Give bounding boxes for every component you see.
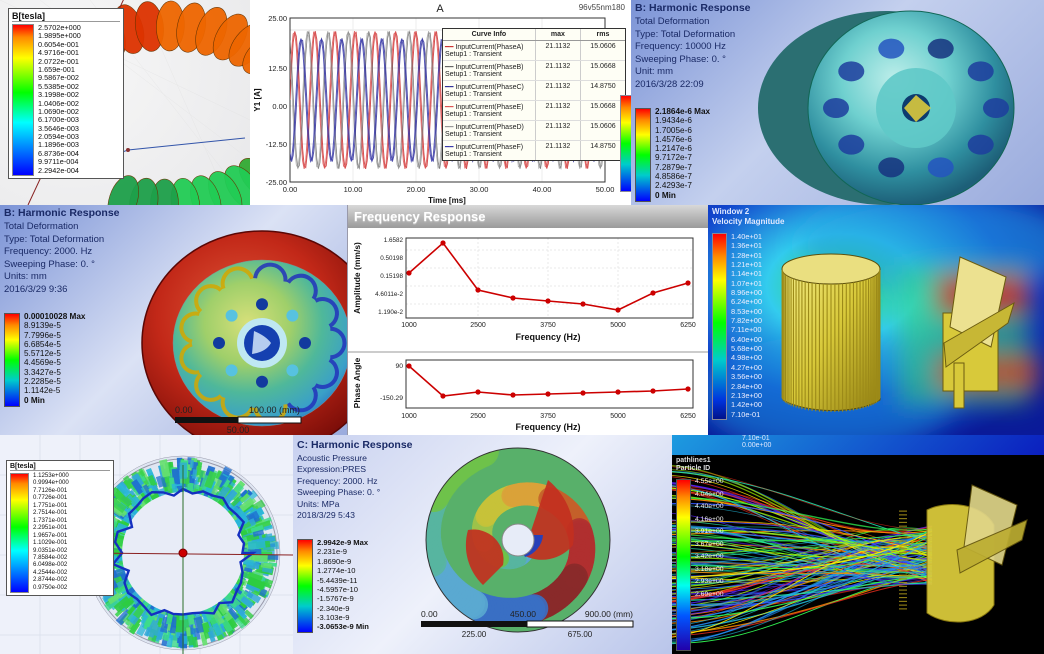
svg-text:1.190e-2: 1.190e-2	[378, 309, 403, 316]
svg-text:Frequency (Hz): Frequency (Hz)	[515, 422, 580, 432]
svg-text:1000: 1000	[401, 413, 417, 420]
svg-text:0.00: 0.00	[283, 185, 298, 194]
svg-text:0.00: 0.00	[272, 102, 287, 111]
svg-text:A: A	[436, 3, 444, 15]
svg-text:0.00: 0.00	[175, 405, 193, 415]
svg-text:30.00: 30.00	[470, 185, 489, 194]
svg-text:2500: 2500	[470, 413, 486, 420]
svg-text:6250: 6250	[680, 322, 696, 329]
svg-text:-150.29: -150.29	[380, 395, 403, 402]
svg-text:10.00: 10.00	[344, 185, 363, 194]
svg-text:Amplitude (mm/s): Amplitude (mm/s)	[352, 242, 362, 314]
svg-text:2500: 2500	[470, 322, 486, 329]
svg-text:675.00: 675.00	[568, 630, 593, 639]
svg-text:1.6582: 1.6582	[384, 237, 404, 244]
svg-text:-12.50: -12.50	[266, 140, 287, 149]
svg-text:40.00: 40.00	[533, 185, 552, 194]
svg-text:0.50198: 0.50198	[380, 255, 403, 262]
svg-text:100.00 (mm): 100.00 (mm)	[249, 405, 300, 415]
svg-text:50.00: 50.00	[227, 425, 250, 435]
svg-text:96v55nm180: 96v55nm180	[579, 3, 626, 12]
svg-text:4.6011e-2: 4.6011e-2	[375, 291, 403, 298]
svg-text:50.00: 50.00	[596, 185, 615, 194]
svg-text:225.00: 225.00	[462, 630, 487, 639]
svg-text:1000: 1000	[401, 322, 417, 329]
svg-text:Phase Angle: Phase Angle	[352, 357, 362, 408]
svg-text:12.50: 12.50	[268, 64, 287, 73]
svg-text:0.00: 0.00	[421, 609, 438, 619]
svg-text:Time [ms]: Time [ms]	[428, 196, 466, 205]
svg-text:450.00: 450.00	[510, 609, 536, 619]
svg-text:3750: 3750	[540, 413, 556, 420]
svg-text:5000: 5000	[610, 413, 626, 420]
svg-text:6250: 6250	[680, 413, 696, 420]
svg-text:3750: 3750	[540, 322, 556, 329]
svg-text:90: 90	[395, 363, 403, 370]
svg-text:5000: 5000	[610, 322, 626, 329]
svg-text:20.00: 20.00	[407, 185, 426, 194]
svg-text:Y1 [A]: Y1 [A]	[253, 88, 262, 111]
svg-text:900.00 (mm): 900.00 (mm)	[585, 609, 633, 619]
svg-text:25.00: 25.00	[268, 14, 287, 23]
svg-text:Frequency (Hz): Frequency (Hz)	[515, 332, 580, 342]
svg-text:0.15198: 0.15198	[380, 273, 403, 280]
